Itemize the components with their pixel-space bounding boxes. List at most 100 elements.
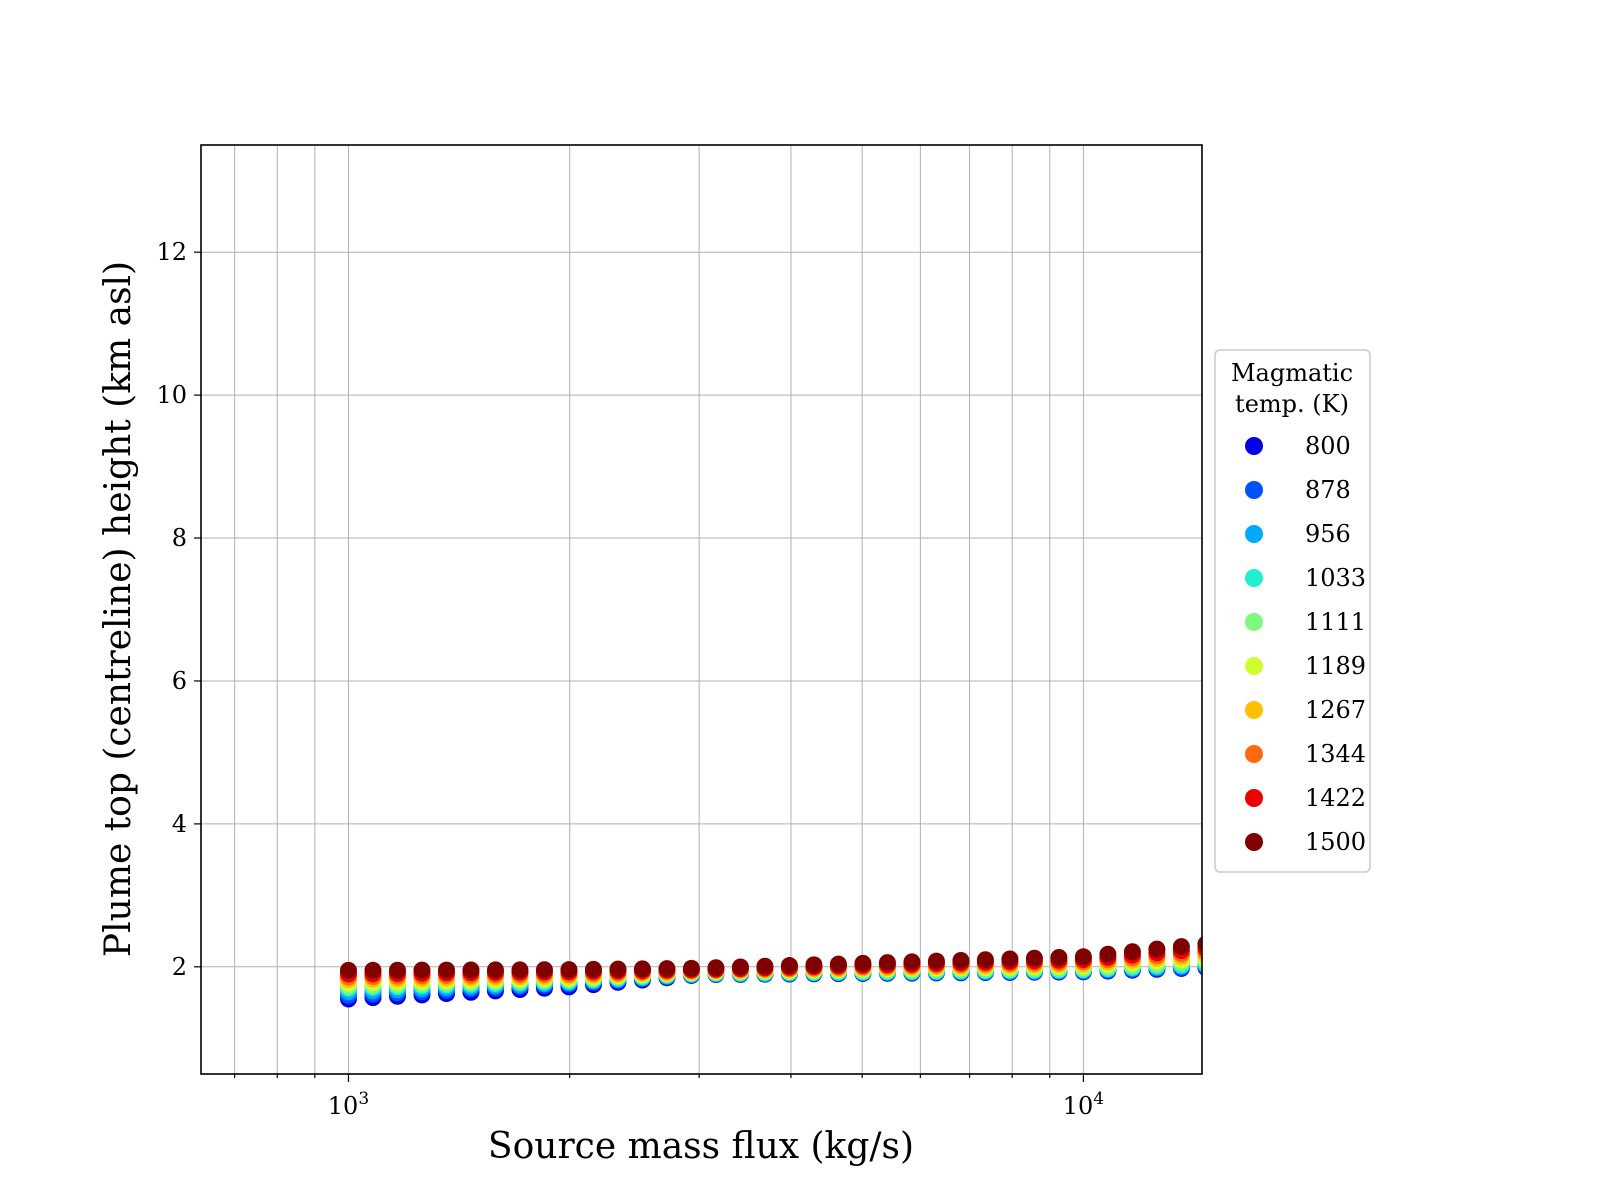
data-point	[1467, 928, 1484, 945]
data-point	[1418, 925, 1435, 942]
legend-marker	[1245, 569, 1263, 587]
data-point	[1540, 907, 1557, 924]
data-point	[1540, 936, 1557, 953]
data-point	[462, 961, 480, 979]
data-point	[1295, 931, 1312, 948]
data-point	[1418, 920, 1435, 937]
data-point	[1025, 949, 1043, 967]
data-point	[1589, 913, 1600, 930]
legend-title-line1: Magmatic	[1231, 359, 1353, 387]
data-point	[1393, 937, 1410, 954]
legend-marker	[1245, 613, 1263, 631]
legend-marker	[1245, 745, 1263, 763]
data-point	[756, 957, 774, 975]
data-point	[1393, 952, 1410, 969]
data-point	[535, 961, 553, 979]
data-point	[1222, 948, 1239, 965]
data-point	[388, 961, 406, 979]
data-point	[1320, 946, 1337, 963]
data-point	[1565, 917, 1582, 934]
data-point	[854, 954, 872, 972]
data-point	[1369, 924, 1386, 941]
data-point	[1320, 933, 1337, 950]
data-point	[1442, 947, 1459, 964]
data-points	[339, 874, 1600, 1008]
data-point	[1589, 874, 1600, 891]
legend-label: 878	[1305, 476, 1351, 504]
data-point	[1271, 957, 1288, 974]
data-point	[633, 960, 651, 978]
data-point	[1246, 935, 1263, 952]
data-point	[1271, 937, 1288, 954]
data-point	[1565, 933, 1582, 950]
data-point	[1540, 915, 1557, 932]
data-point	[1320, 949, 1337, 966]
data-point	[1222, 933, 1239, 950]
data-point	[1369, 943, 1386, 960]
data-point	[1589, 925, 1600, 942]
y-tick-label: 2	[172, 953, 187, 981]
data-point	[1344, 950, 1361, 967]
data-point	[1295, 950, 1312, 967]
data-point	[780, 957, 798, 975]
data-point	[1369, 939, 1386, 956]
data-point	[1467, 944, 1484, 961]
data-point	[1516, 942, 1533, 959]
data-point	[1344, 952, 1361, 969]
data-point	[1222, 951, 1239, 968]
legend-label: 1111	[1305, 608, 1366, 636]
data-point	[1148, 940, 1166, 958]
data-point	[1295, 925, 1312, 942]
data-point	[1222, 958, 1239, 975]
data-point	[1295, 939, 1312, 956]
data-point	[1369, 953, 1386, 970]
data-point	[1320, 955, 1337, 972]
data-point	[486, 961, 504, 979]
data-point	[1222, 957, 1239, 974]
data-point	[1344, 948, 1361, 965]
data-point	[1222, 956, 1239, 973]
data-point	[1295, 954, 1312, 971]
data-point	[1467, 933, 1484, 950]
data-point	[1565, 903, 1582, 920]
data-point	[829, 955, 847, 973]
data-point	[1393, 942, 1410, 959]
data-point	[1516, 925, 1533, 942]
data-point	[1589, 882, 1600, 899]
data-point	[1369, 929, 1386, 946]
data-point	[560, 961, 578, 979]
y-tick-label: 12	[156, 238, 187, 266]
data-point	[1197, 936, 1202, 952]
data-point	[1442, 942, 1459, 959]
data-point	[1246, 955, 1263, 972]
data-point	[1491, 897, 1508, 914]
data-point	[1540, 927, 1557, 944]
data-point	[1516, 912, 1533, 929]
data-point	[1565, 910, 1582, 927]
legend-marker	[1245, 525, 1263, 543]
plot-frame	[200, 144, 1203, 1075]
legend-label: 1500	[1305, 828, 1366, 856]
legend-marker	[1245, 833, 1263, 851]
legend-box	[1214, 349, 1371, 873]
data-point	[1565, 923, 1582, 940]
legend-label: 1422	[1305, 784, 1366, 812]
data-point	[511, 961, 529, 979]
data-point	[1074, 948, 1092, 966]
y-axis-label: Plume top (centreline) height (km asl)	[98, 261, 139, 957]
data-point	[1369, 947, 1386, 964]
data-point	[1442, 937, 1459, 954]
legend-marker	[1245, 437, 1263, 455]
data-point	[1516, 899, 1533, 916]
data-point	[1001, 950, 1019, 968]
data-point	[1393, 922, 1410, 939]
data-point	[1246, 950, 1263, 967]
data-point	[1491, 944, 1508, 961]
legend-label: 1189	[1305, 652, 1366, 680]
data-point	[1589, 906, 1600, 923]
data-point	[1320, 953, 1337, 970]
data-point	[1540, 893, 1557, 910]
data-point	[1467, 947, 1484, 964]
data-point	[1246, 930, 1263, 947]
data-point	[1050, 949, 1068, 967]
